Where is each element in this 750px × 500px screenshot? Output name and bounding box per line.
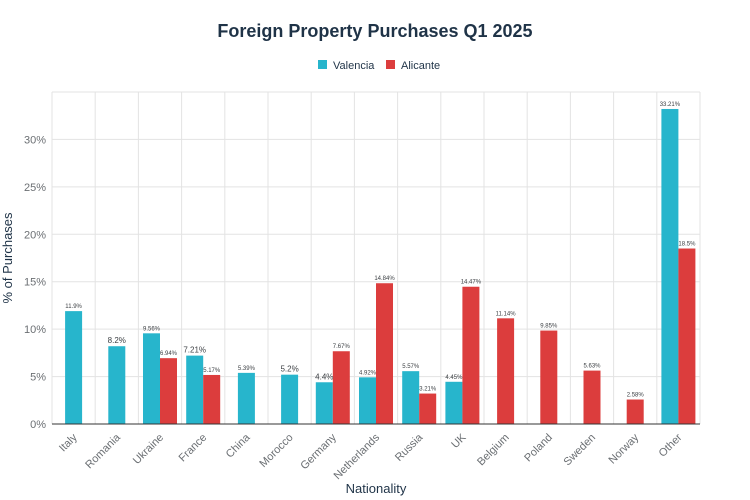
- data-label-alicante-other: 18.5%: [678, 242, 696, 248]
- grid: [51, 91, 701, 424]
- data-label-valencia-uk: 4.45%: [445, 375, 463, 381]
- data-label-alicante-uk: 14.47%: [461, 280, 482, 286]
- bar-alicante-belgium: [497, 318, 515, 424]
- bar-alicante-sweden: [583, 370, 601, 424]
- x-tick-label-ukraine: Ukraine: [131, 432, 166, 467]
- bar-alicante-ukraine: [160, 358, 177, 424]
- bar-alicante-uk: [462, 286, 480, 424]
- data-label-valencia-ukraine: 9.56%: [143, 326, 161, 332]
- x-tick-label-romania: Romania: [83, 431, 123, 471]
- legend-swatch-valencia: [318, 60, 327, 69]
- bar-valencia-ukraine: [143, 333, 160, 424]
- x-tick-label-other: Other: [657, 431, 685, 459]
- y-tick-label: 15%: [24, 277, 46, 289]
- x-tick-label-morocco: Morocco: [257, 432, 295, 470]
- bar-valencia-romania: [108, 346, 126, 424]
- data-label-alicante-norway: 2.58%: [627, 393, 645, 399]
- data-label-alicante-sweden: 5.63%: [583, 364, 601, 370]
- bar-valencia-netherlands: [359, 377, 376, 424]
- legend-label-valencia: Valencia: [333, 60, 375, 72]
- data-label-valencia-germany: 4.4%: [315, 372, 333, 381]
- data-labels: 11.9% 8.2% 9.56% 6.94% 7.21% 5.17% 5.39% 5.2% 4.…: [65, 102, 696, 399]
- legend-label-alicante: Alicante: [401, 60, 440, 72]
- x-tick-label-sweden: Sweden: [562, 432, 599, 469]
- bar-alicante-russia: [419, 393, 437, 424]
- y-tick-label: 10%: [24, 324, 46, 336]
- x-tick-label-netherlands: Netherlands: [332, 431, 383, 482]
- x-tick-label-russia: Russia: [393, 431, 426, 464]
- data-label-valencia-morocco: 5.2%: [280, 365, 298, 374]
- bar-valencia-uk: [445, 381, 463, 424]
- bar-valencia-other: [661, 108, 679, 424]
- bar-valencia-russia: [402, 371, 420, 424]
- bar-alicante-poland: [540, 330, 558, 424]
- bar-valencia-germany: [315, 382, 333, 424]
- data-label-valencia-russia: 5.57%: [402, 364, 420, 370]
- y-tick-label: 30%: [24, 134, 46, 146]
- bar-alicante-norway: [626, 399, 644, 424]
- data-label-alicante-netherlands: 14.84%: [374, 276, 395, 282]
- data-label-alicante-belgium: 11.14%: [496, 311, 517, 317]
- legend-swatch-alicante: [386, 60, 395, 69]
- legend: Valencia Alicante: [318, 60, 440, 72]
- x-tick-label-belgium: Belgium: [475, 432, 512, 469]
- y-tick-label: 25%: [24, 182, 46, 194]
- bar-valencia-italy: [65, 311, 83, 424]
- data-label-valencia-france: 7.21%: [183, 346, 206, 355]
- y-tick-label: 0%: [30, 419, 46, 431]
- bar-valencia-france: [186, 355, 204, 424]
- x-tick-label-italy: Italy: [57, 431, 80, 454]
- x-tick-label-poland: Poland: [522, 432, 555, 465]
- data-label-valencia-italy: 11.9%: [65, 304, 82, 310]
- data-label-alicante-ukraine: 6.94%: [160, 351, 178, 357]
- x-tick-label-norway: Norway: [606, 431, 641, 466]
- bar-alicante-netherlands: [376, 283, 393, 424]
- data-label-valencia-other: 33.21%: [660, 102, 681, 108]
- y-tick-label: 20%: [24, 229, 46, 241]
- data-label-alicante-france: 5.17%: [203, 368, 221, 374]
- x-axis-ticks: Italy Romania Ukraine France China Morocco Ger…: [57, 431, 685, 482]
- data-label-valencia-netherlands: 4.92%: [359, 370, 377, 376]
- y-axis-ticks: 0% 5% 10% 15% 20% 25% 30%: [24, 134, 46, 431]
- bar-valencia-morocco: [281, 374, 299, 424]
- bar-alicante-germany: [332, 351, 350, 424]
- data-label-alicante-germany: 7.67%: [333, 344, 351, 350]
- chart-title: Foreign Property Purchases Q1 2025: [217, 21, 532, 41]
- data-label-valencia-romania: 8.2%: [108, 336, 126, 345]
- y-axis-label: % of Purchases: [0, 212, 15, 304]
- x-axis-label: Nationality: [346, 481, 407, 496]
- bar-alicante-other: [678, 248, 696, 424]
- x-tick-label-germany: Germany: [298, 431, 339, 472]
- bar-alicante-france: [203, 374, 221, 424]
- data-label-valencia-china: 5.39%: [238, 366, 256, 372]
- x-tick-label-uk: UK: [449, 431, 469, 451]
- data-label-alicante-poland: 9.85%: [540, 324, 558, 330]
- bar-valencia-china: [237, 372, 255, 424]
- x-tick-label-china: China: [224, 431, 253, 460]
- x-tick-label-france: France: [177, 432, 210, 465]
- data-label-alicante-russia: 3.21%: [419, 387, 437, 393]
- bars: [65, 108, 696, 424]
- y-tick-label: 5%: [30, 372, 46, 384]
